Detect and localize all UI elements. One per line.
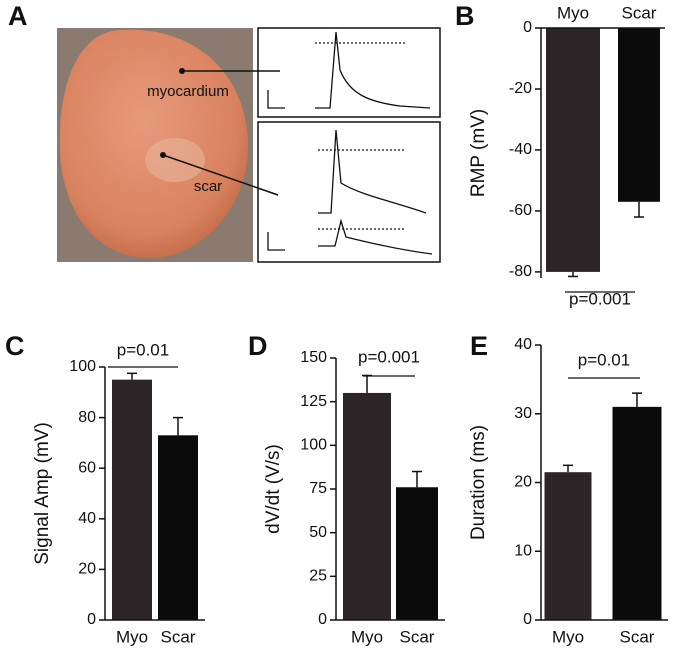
y-tick-label: 0 bbox=[87, 611, 96, 628]
y-tick-label: 30 bbox=[514, 405, 532, 422]
bar bbox=[158, 435, 198, 620]
y-axis-label: Signal Amp (mV) bbox=[32, 422, 53, 565]
y-tick-label: 0 bbox=[523, 19, 532, 36]
x-tick-label: Scar bbox=[161, 627, 196, 646]
panel-letter: E bbox=[470, 331, 488, 361]
x-tick-label: Scar bbox=[622, 3, 657, 22]
y-tick-label: 25 bbox=[309, 568, 327, 585]
y-tick-label: 40 bbox=[514, 336, 532, 353]
trace-box bbox=[257, 27, 441, 118]
bar bbox=[612, 406, 662, 620]
traces bbox=[267, 31, 433, 255]
panel-letter: A bbox=[8, 1, 28, 31]
bar bbox=[618, 28, 660, 202]
y-tick-label: -60 bbox=[509, 202, 532, 219]
bar bbox=[112, 379, 152, 620]
y-tick-label: 50 bbox=[309, 524, 327, 541]
y-axis-label: dV/dt (V/s) bbox=[263, 444, 284, 534]
x-tick-label: Myo bbox=[557, 3, 589, 22]
heart-photo bbox=[59, 29, 249, 258]
y-axis-label: Duration (ms) bbox=[468, 425, 489, 540]
y-tick-label: -40 bbox=[509, 141, 532, 158]
bar bbox=[343, 392, 391, 620]
bar bbox=[396, 487, 438, 620]
panel-letter: D bbox=[248, 331, 268, 361]
p-value: p=0.001 bbox=[569, 289, 631, 308]
x-tick-label: Myo bbox=[351, 627, 383, 646]
bar bbox=[544, 472, 592, 620]
panel-letter: B bbox=[455, 1, 475, 31]
y-tick-label: 100 bbox=[69, 358, 96, 375]
x-tick-label: Myo bbox=[116, 627, 148, 646]
trace-box bbox=[257, 121, 441, 263]
x-tick-label: Myo bbox=[552, 627, 584, 646]
x-tick-label: Scar bbox=[400, 627, 435, 646]
panel-letter: C bbox=[5, 331, 25, 361]
bar bbox=[546, 28, 600, 272]
photo-label: myocardium bbox=[147, 83, 229, 100]
y-tick-label: 60 bbox=[78, 459, 96, 476]
y-tick-label: 40 bbox=[78, 510, 96, 527]
y-tick-label: 0 bbox=[523, 611, 532, 628]
y-axis-label: RMP (mV) bbox=[468, 109, 489, 197]
scar-region bbox=[145, 138, 205, 182]
y-tick-label: 20 bbox=[514, 474, 532, 491]
p-value: p=0.01 bbox=[117, 340, 169, 359]
y-tick-label: 10 bbox=[514, 542, 532, 559]
y-tick-label: 125 bbox=[300, 393, 327, 410]
y-tick-label: 20 bbox=[78, 561, 96, 578]
p-value: p=0.001 bbox=[358, 347, 420, 366]
photo-label: scar bbox=[194, 178, 222, 195]
y-tick-label: -80 bbox=[509, 263, 532, 280]
y-tick-label: 100 bbox=[300, 437, 327, 454]
y-tick-label: 75 bbox=[309, 480, 327, 497]
p-value: p=0.01 bbox=[578, 350, 630, 369]
y-tick-label: 80 bbox=[78, 409, 96, 426]
y-tick-label: -20 bbox=[509, 80, 532, 97]
x-tick-label: Scar bbox=[620, 627, 655, 646]
y-tick-label: 150 bbox=[300, 349, 327, 366]
y-tick-label: 0 bbox=[318, 611, 327, 628]
pointer-line bbox=[162, 154, 279, 196]
